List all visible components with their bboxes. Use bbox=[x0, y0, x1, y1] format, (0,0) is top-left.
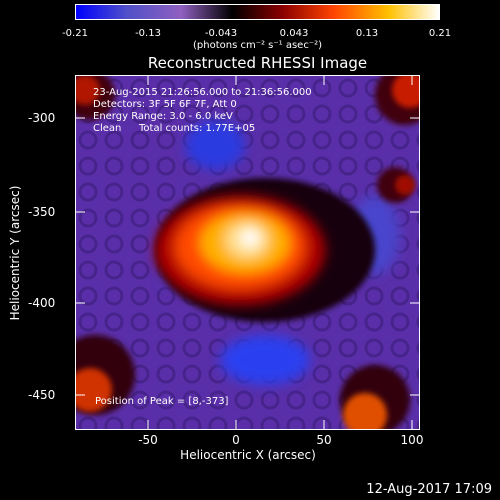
colorbar-tick-label: -0.21 bbox=[62, 28, 88, 39]
image-canvas bbox=[75, 75, 420, 430]
info-total-counts: Total counts: 1.77E+05 bbox=[139, 123, 256, 134]
peak-position: Position of Peak = [8,-373] bbox=[95, 396, 229, 407]
colorbar-tick-label: -0.13 bbox=[135, 28, 161, 39]
y-tick-label: -350 bbox=[28, 205, 56, 219]
colorbar-units: (photons cm⁻² s⁻¹ asec⁻²) bbox=[192, 40, 323, 51]
x-tick-label: -50 bbox=[138, 433, 158, 447]
y-tick-label: -400 bbox=[28, 296, 56, 310]
flare-source bbox=[155, 195, 325, 305]
info-time-range: 23-Aug-2015 21:26:56.000 to 21:36:56.000 bbox=[93, 87, 312, 98]
colorbar-tick-label: 0.043 bbox=[279, 28, 309, 39]
info-algorithm: Clean bbox=[93, 123, 122, 134]
colorbar-tick-label: 0.21 bbox=[428, 28, 452, 39]
y-tick-label: -300 bbox=[28, 111, 56, 125]
x-axis-ticks bbox=[147, 75, 413, 430]
y-tick-label: -450 bbox=[28, 388, 56, 402]
info-detectors: Detectors: 3F 5F 6F 7F, Att 0 bbox=[93, 99, 237, 110]
plot-frame bbox=[75, 75, 420, 430]
colorbar-tick-label: 0.13 bbox=[355, 28, 379, 39]
x-tick-label: 50 bbox=[316, 433, 332, 447]
x-tick-label: 100 bbox=[400, 433, 424, 447]
colorbar bbox=[75, 4, 440, 20]
y-axis-ticks bbox=[75, 117, 420, 396]
colorbar-tick-label: -0.043 bbox=[204, 28, 238, 39]
red-edge-regions bbox=[75, 75, 420, 430]
x-axis-label: Heliocentric X (arcsec) bbox=[180, 448, 316, 462]
rhessi-image: 23-Aug-2015 21:26:56.000 to 21:36:56.000… bbox=[75, 75, 420, 430]
plot-title: Reconstructed RHESSI Image bbox=[147, 54, 368, 72]
x-tick-label: 0 bbox=[232, 433, 240, 447]
info-energy-range: Energy Range: 3.0 - 6.0 keV bbox=[93, 111, 233, 122]
y-axis-label: Heliocentric Y (arcsec) bbox=[8, 185, 22, 321]
creation-timestamp: 12-Aug-2017 17:09 bbox=[366, 482, 492, 497]
